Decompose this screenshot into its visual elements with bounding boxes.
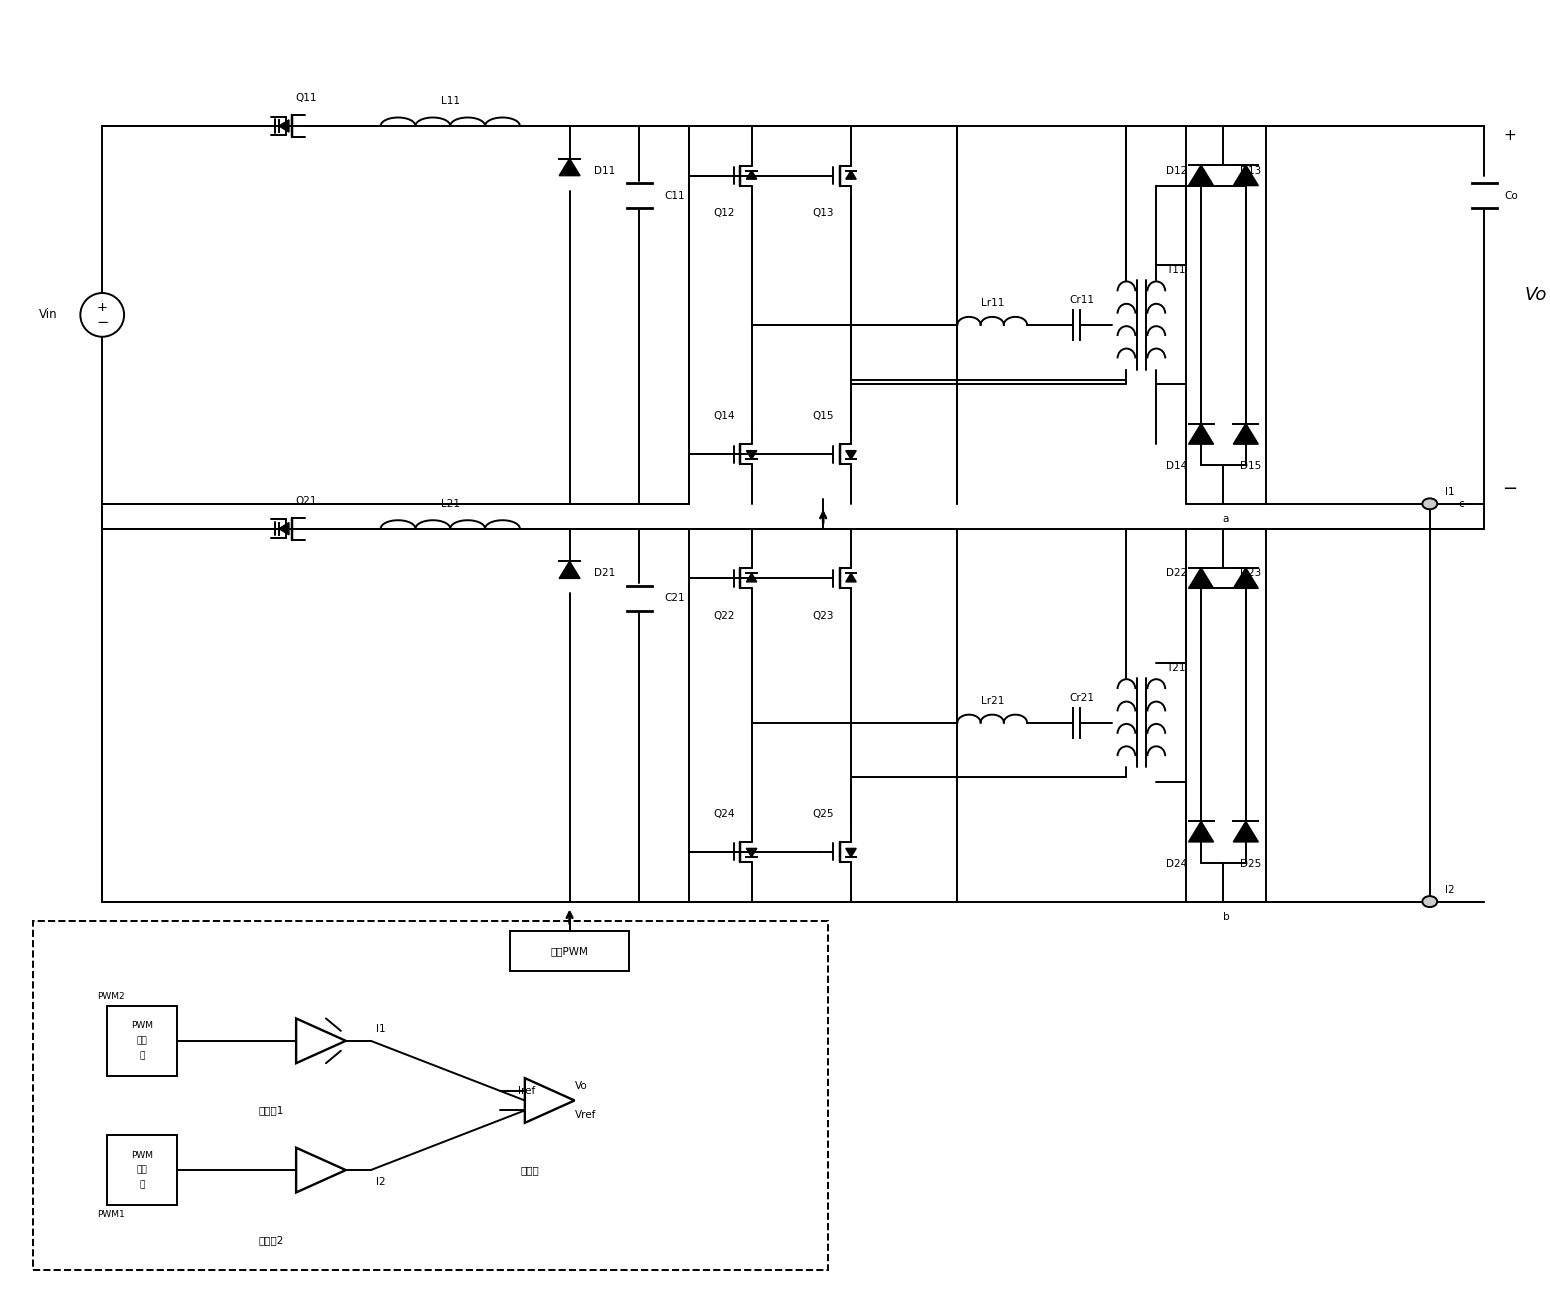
Text: 器: 器 [140, 1181, 144, 1190]
Text: D22: D22 [1166, 568, 1187, 579]
Polygon shape [1234, 568, 1259, 589]
Text: L21: L21 [440, 499, 460, 509]
Text: T21: T21 [1166, 663, 1186, 672]
Text: Lr11: Lr11 [981, 298, 1004, 308]
Text: Cr11: Cr11 [1070, 294, 1094, 305]
Text: D12: D12 [1166, 165, 1187, 176]
Polygon shape [279, 120, 288, 132]
Text: 器: 器 [140, 1052, 144, 1061]
Ellipse shape [1423, 896, 1437, 907]
Text: Vo: Vo [1524, 285, 1547, 304]
Polygon shape [1189, 165, 1214, 185]
Text: I1: I1 [375, 1024, 386, 1033]
Text: Q24: Q24 [713, 809, 735, 820]
Text: Q21: Q21 [296, 496, 316, 506]
Text: a: a [1223, 513, 1229, 524]
Text: Vref: Vref [575, 1110, 595, 1121]
Text: 发生: 发生 [136, 1036, 147, 1045]
Polygon shape [747, 848, 756, 857]
Text: Vo: Vo [575, 1080, 587, 1091]
Text: PWM1: PWM1 [98, 1210, 126, 1220]
Text: Iref: Iref [518, 1085, 535, 1096]
Text: Q11: Q11 [296, 93, 316, 103]
Text: D21: D21 [595, 568, 615, 579]
Polygon shape [747, 451, 756, 459]
Text: Q13: Q13 [812, 208, 834, 219]
Text: Q23: Q23 [812, 611, 834, 622]
Polygon shape [1189, 821, 1214, 842]
Polygon shape [1189, 423, 1214, 444]
Text: T11: T11 [1166, 265, 1186, 275]
Polygon shape [846, 171, 856, 179]
Polygon shape [1189, 568, 1214, 589]
Text: c: c [1459, 499, 1465, 509]
Text: Q25: Q25 [812, 809, 834, 820]
Text: C11: C11 [663, 190, 685, 201]
Text: 发生: 发生 [136, 1166, 147, 1174]
Text: D13: D13 [1240, 165, 1262, 176]
Text: b: b [1223, 912, 1229, 921]
Polygon shape [846, 451, 856, 459]
Text: PWM: PWM [132, 1022, 153, 1031]
Text: Q15: Q15 [812, 412, 834, 421]
Text: PWM2: PWM2 [98, 992, 126, 1001]
Polygon shape [1234, 165, 1259, 185]
Text: Q14: Q14 [713, 412, 735, 421]
Ellipse shape [1423, 498, 1437, 509]
Text: I2: I2 [375, 1177, 386, 1187]
Text: PWM: PWM [132, 1151, 153, 1160]
Polygon shape [560, 159, 580, 176]
Text: 电压环: 电压环 [521, 1165, 539, 1175]
Text: Cr21: Cr21 [1070, 693, 1094, 702]
Text: −: − [96, 315, 108, 330]
Text: I2: I2 [1445, 885, 1454, 895]
Text: +: + [96, 301, 107, 314]
Text: L11: L11 [440, 96, 460, 106]
Polygon shape [1234, 821, 1259, 842]
Text: D25: D25 [1240, 859, 1262, 869]
Text: Vin: Vin [39, 309, 57, 322]
Text: D24: D24 [1166, 859, 1187, 869]
Text: D11: D11 [595, 165, 615, 176]
Polygon shape [1234, 423, 1259, 444]
Text: Q22: Q22 [713, 611, 735, 622]
Polygon shape [747, 171, 756, 179]
Text: I1: I1 [1445, 487, 1454, 496]
Text: Co: Co [1505, 190, 1517, 201]
Polygon shape [846, 848, 856, 857]
Text: Lr21: Lr21 [981, 696, 1004, 706]
Text: +: + [1504, 129, 1516, 143]
Polygon shape [279, 523, 288, 534]
Polygon shape [560, 562, 580, 579]
Text: D23: D23 [1240, 568, 1262, 579]
Text: D15: D15 [1240, 461, 1262, 472]
Polygon shape [747, 573, 756, 582]
Text: C21: C21 [663, 593, 685, 603]
Text: Q12: Q12 [713, 208, 735, 219]
Polygon shape [846, 573, 856, 582]
Text: D14: D14 [1166, 461, 1187, 472]
Text: 电流环2: 电流环2 [259, 1235, 284, 1244]
Text: 电流环1: 电流环1 [259, 1105, 284, 1115]
Text: 开环PWM: 开环PWM [550, 946, 589, 956]
Text: −: − [1502, 480, 1517, 498]
